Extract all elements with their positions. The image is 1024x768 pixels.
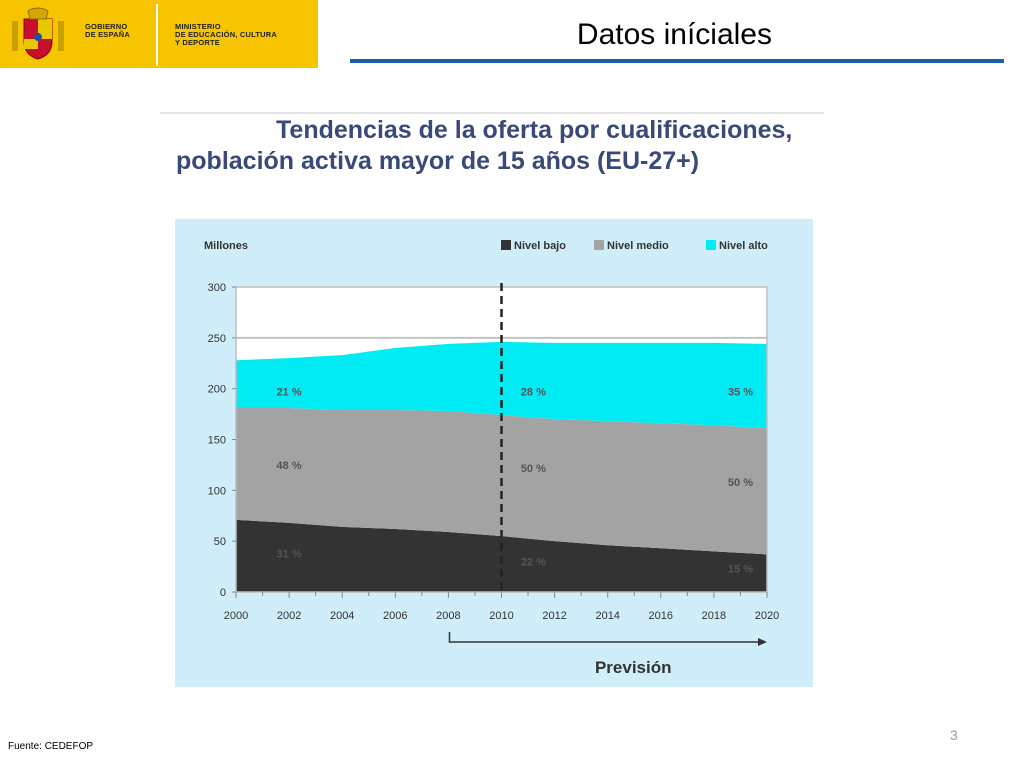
y-tick-label: 300 [208,282,226,294]
ministerio-line: Y DEPORTE [175,38,221,47]
x-tick-label: 2004 [330,610,354,622]
data-label: 31 % [277,548,302,560]
title-rule [350,59,1004,63]
x-tick-label: 2018 [702,610,726,622]
x-tick-label: 2008 [436,610,460,622]
area-series-3 [236,341,767,429]
logo-divider [156,4,158,66]
stacked-area-chart: Millones 0 50 100 150 200 250 300 2000 2002 2004 20… [204,240,779,677]
x-tick-label: 2012 [542,610,566,622]
data-label: 50 % [728,477,753,489]
legend-swatch [706,240,716,250]
figure-heading: Tendencias de la oferta por cualificacio… [160,115,820,177]
gobierno-line: DE ESPAÑA [85,30,131,39]
y-axis-label: Millones [204,240,248,252]
legend-label: Nivel medio [607,240,669,252]
x-tick-label: 2014 [595,610,619,622]
x-tick-label: 2000 [224,610,248,622]
slide-title: Datos iníciales [576,18,772,51]
y-tick-label: 150 [208,435,226,447]
header-brand-band [0,0,318,68]
y-tick-label: 50 [214,536,226,548]
gobierno-logo-text: GOBIERNO DE ESPAÑA [85,23,151,39]
x-tick-label: 2002 [277,610,301,622]
page-number: 3 [950,727,958,743]
ministerio-line: MINISTERIO [175,22,221,31]
area-series-1 [236,519,767,592]
ministerio-logo-text: MINISTERIO DE EDUCACIÓN, CULTURA Y DEPOR… [175,23,315,47]
data-label: 48 % [277,460,302,472]
forecast-label: Previsión [595,658,672,677]
y-tick-label: 200 [208,384,226,396]
y-tick-label: 250 [208,333,226,345]
x-tick-label: 2010 [489,610,513,622]
x-tick-label: 2016 [649,610,673,622]
coat-of-arms-icon [12,7,64,60]
figure-heading-line-2: población activa mayor de 15 años (EU-27… [176,147,700,175]
x-tick-label: 2006 [383,610,407,622]
chart-panel: Millones 0 50 100 150 200 250 300 2000 2002 2004 20… [175,219,813,687]
forecast-arrow-head [758,638,767,646]
figure-heading-line-1: Tendencias de la oferta por cualificacio… [276,116,793,144]
figure-top-rule [160,112,824,114]
source-footnote: Fuente: CEDEFOP [8,741,94,752]
y-tick-label: 100 [208,485,226,497]
y-tick-label: 0 [220,587,226,599]
legend-swatch [501,240,511,250]
x-tick-label: 2020 [755,610,779,622]
data-label: 21 % [277,387,302,399]
data-label: 50 % [521,463,546,475]
data-label: 22 % [521,557,546,569]
legend-swatch [594,240,604,250]
ministerio-line: DE EDUCACIÓN, CULTURA [175,30,277,39]
legend-label: Nivel alto [719,240,768,252]
data-label: 15 % [728,564,753,576]
legend-label: Nivel bajo [514,240,566,252]
gobierno-line: GOBIERNO [85,22,128,31]
forecast-arrow [448,632,761,643]
data-label: 28 % [521,387,546,399]
data-label: 35 % [728,387,753,399]
